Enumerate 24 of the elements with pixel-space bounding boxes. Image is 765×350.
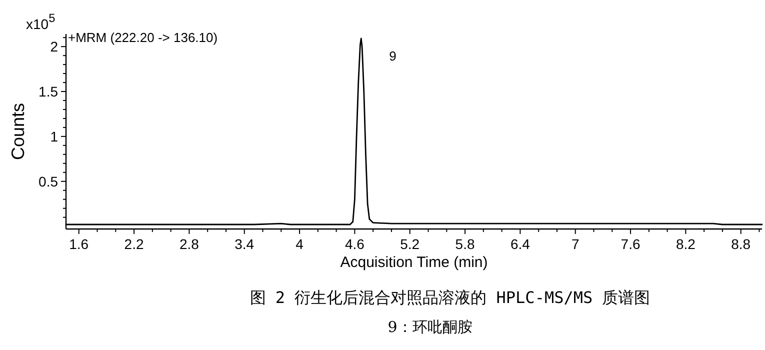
x-tick-label: 1.6 — [69, 236, 89, 252]
x-axis-title: Acquisition Time (min) — [340, 254, 488, 271]
y-tick-label: 2 — [50, 38, 58, 55]
x-tick-label: 7 — [571, 236, 580, 252]
x-tick-label: 4.6 — [344, 236, 365, 252]
annotation: +MRM (222.20 -> 136.10) — [68, 30, 218, 45]
x-tick-label: 6.4 — [510, 236, 530, 252]
x-tick-label: 5.2 — [400, 236, 420, 252]
y-tick-label: 1.5 — [38, 84, 58, 100]
y-tick-label: 1 — [50, 128, 58, 144]
annotation: 9 — [389, 48, 396, 64]
x-tick-label: 2.2 — [124, 236, 144, 252]
x-tick-label: 4 — [296, 236, 304, 252]
text: x10$^{5}$ — [26, 11, 56, 32]
x-tick-label: 3.4 — [234, 236, 254, 252]
text: 图 2 衍生化后混合对照品溶液的 HPLC-MS/MS 质谱图 — [250, 288, 650, 307]
y-tick-label: 0.5 — [38, 173, 58, 190]
x-tick-label: 7.6 — [620, 236, 640, 252]
x-tick-label: 5.8 — [455, 236, 475, 252]
x-tick-label: 8.2 — [676, 236, 696, 252]
x-tick-label: 8.8 — [731, 236, 751, 252]
y-axis-title: Counts — [8, 102, 28, 160]
x-tick-label: 2.8 — [179, 236, 200, 252]
text: 9：环吡酮胺 — [388, 318, 472, 336]
